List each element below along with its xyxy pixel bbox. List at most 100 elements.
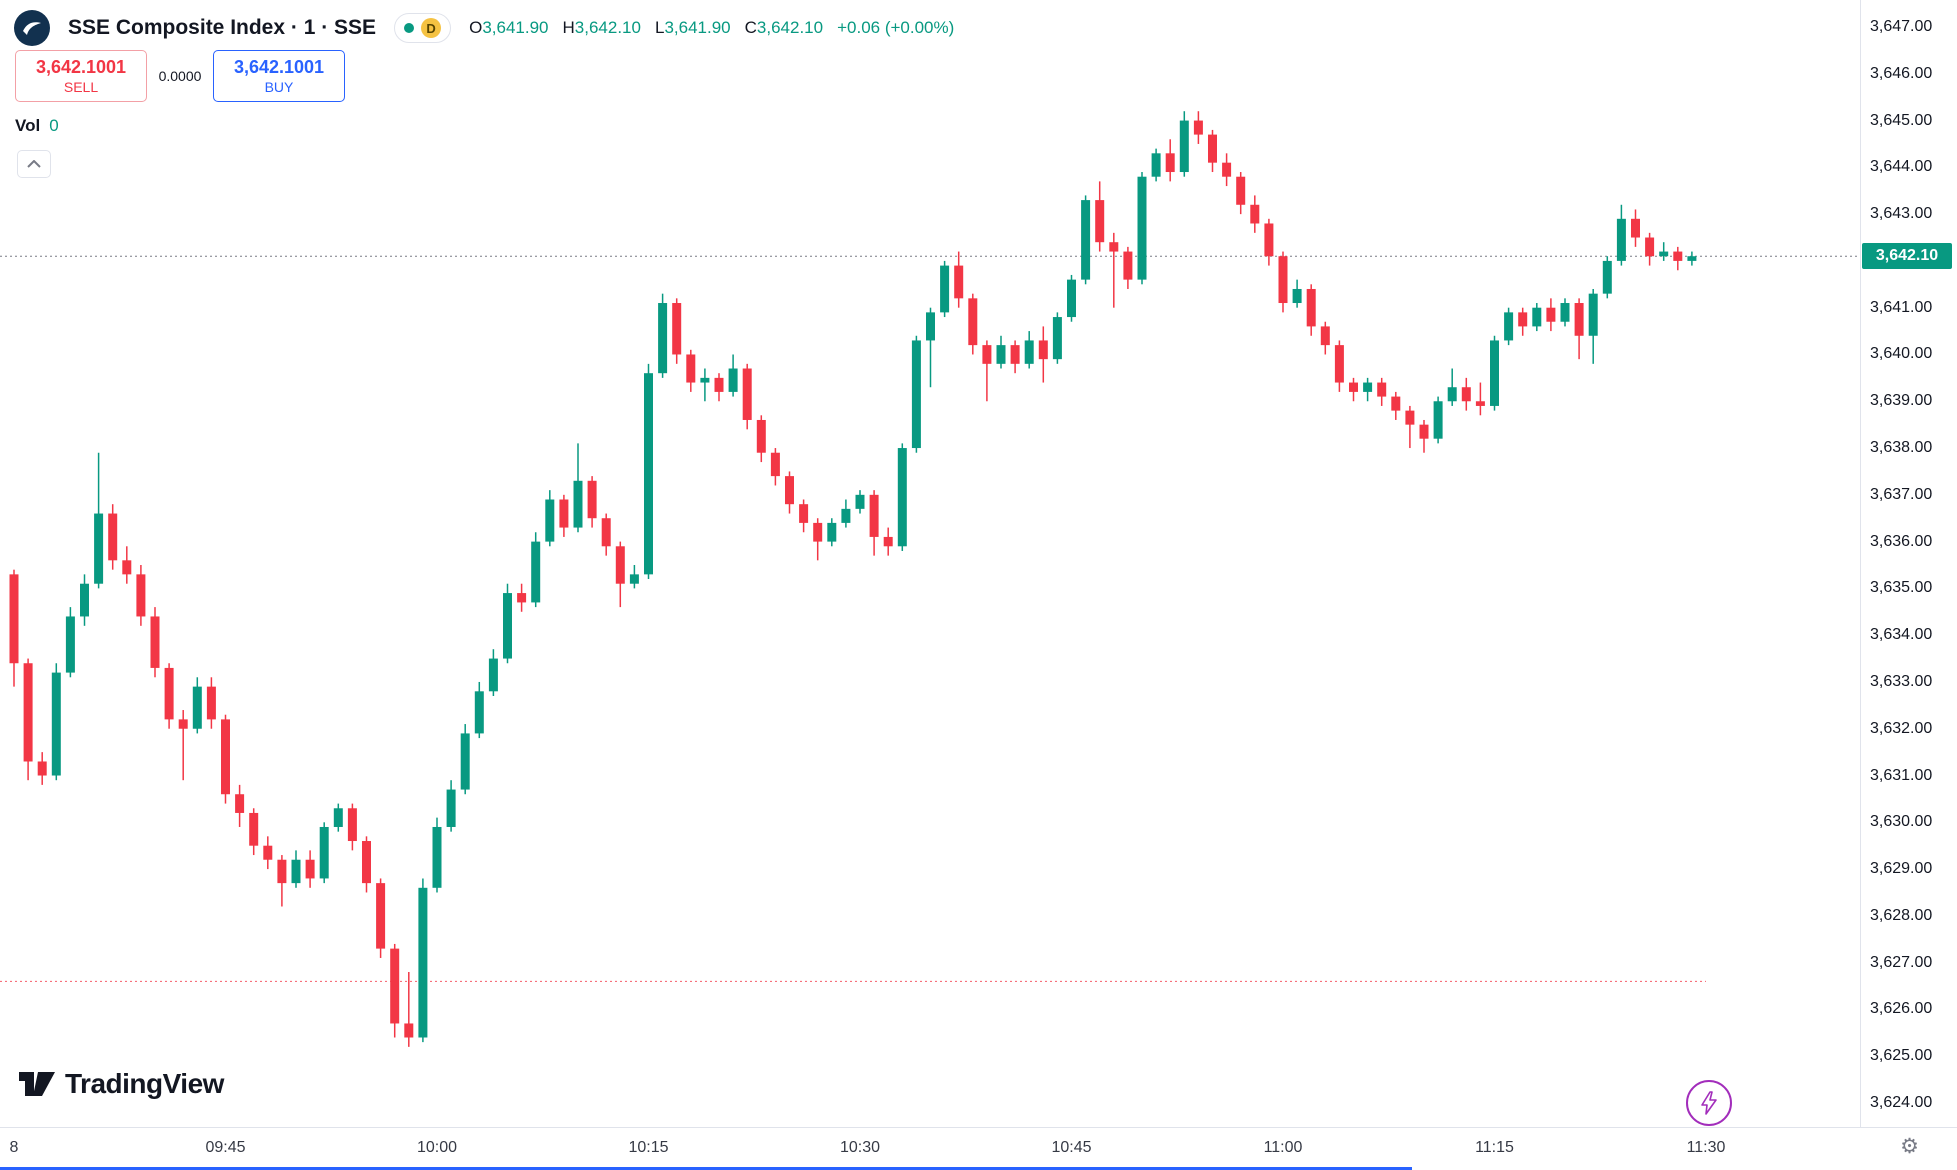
time-axis[interactable]: ⚙ 8 09:45 10:00 10:15 10:30 10:45 11:00 11:15 11… <box>0 1127 1957 1170</box>
candle-body-down <box>1320 326 1330 346</box>
bottom-progress-bar <box>0 1167 1412 1170</box>
candle-body-up <box>644 373 653 575</box>
candle-body-down <box>615 546 625 584</box>
candle-body-down <box>347 808 357 842</box>
candle-body-up <box>80 583 89 617</box>
candle-body-down <box>954 265 964 299</box>
price-axis-label: 3,625.00 <box>1870 1047 1933 1065</box>
candle-body-down <box>122 560 132 575</box>
candle-body-down <box>869 494 879 537</box>
buy-button[interactable]: 3,642.1001 BUY <box>213 50 345 102</box>
candle-body-down <box>714 377 724 392</box>
candle-body-down <box>1250 204 1260 224</box>
candle-body-down <box>813 522 823 542</box>
candle-body-down <box>1419 424 1429 439</box>
candle-body-up <box>460 733 470 790</box>
price-axis-label: 3,628.00 <box>1870 906 1933 924</box>
sell-button[interactable]: 3,642.1001 SELL <box>15 50 147 102</box>
candle-body-down <box>1306 288 1316 327</box>
candle-body-up <box>531 541 541 603</box>
price-axis-label: 3,639.00 <box>1870 392 1933 410</box>
candle-body-up <box>94 513 104 584</box>
time-axis-label: 11:00 <box>1263 1139 1303 1156</box>
candle-body-down <box>883 536 893 547</box>
high-value: 3,642.10 <box>574 18 641 37</box>
time-axis-label: 10:30 <box>839 1139 881 1156</box>
price-axis-label: 3,624.00 <box>1870 1094 1933 1111</box>
candle-body-up <box>1179 120 1189 173</box>
chevron-up-icon <box>27 160 41 168</box>
candle-body-down <box>1461 387 1471 402</box>
price-axis-label: 3,636.00 <box>1870 532 1933 550</box>
candle-body-down <box>206 686 216 720</box>
time-axis-label: 10:00 <box>416 1139 458 1156</box>
candle-body-up <box>1588 293 1598 336</box>
candle-body-up <box>996 345 1006 364</box>
candle-body-down <box>1264 223 1274 257</box>
price-axis-label: 3,643.00 <box>1870 205 1933 223</box>
candle-body-up <box>319 826 329 879</box>
candle-body-down <box>178 719 188 729</box>
candle-body-down <box>799 504 809 523</box>
candle-body-down <box>1236 176 1246 205</box>
candle-body-down <box>263 845 273 860</box>
candle-body-down <box>756 419 766 453</box>
price-axis-label: 3,627.00 <box>1870 953 1933 971</box>
candle-body-down <box>136 574 146 617</box>
instrument-logo <box>14 10 50 46</box>
candle-body-up <box>51 672 61 776</box>
candle-body-up <box>827 522 837 542</box>
candle-body-up <box>1504 312 1514 341</box>
price-axis-label: 3,631.00 <box>1870 766 1933 784</box>
candle-body-up <box>940 265 950 313</box>
sell-label: SELL <box>63 79 99 96</box>
candle-body-down <box>1631 218 1640 238</box>
candle-body-up <box>1292 288 1302 304</box>
candle-body-down <box>1391 396 1401 411</box>
delayed-data-badge[interactable]: D <box>421 18 442 38</box>
candle-body-down <box>277 859 287 884</box>
tradingview-mark-icon <box>19 1071 55 1097</box>
gear-icon[interactable]: ⚙ <box>1900 1135 1919 1158</box>
candle-body-down <box>37 761 47 776</box>
candle-body-down <box>1546 307 1556 322</box>
candle-body-down <box>235 794 245 813</box>
candle-body-down <box>1123 251 1133 280</box>
sell-price: 3,642.1001 <box>35 56 127 77</box>
candle-body-down <box>1334 345 1344 383</box>
volume-label: Vol <box>15 116 41 135</box>
candle-body-down <box>404 1023 414 1038</box>
candle-body-up <box>728 368 738 392</box>
candle-body-up <box>1081 200 1091 280</box>
candle-body-down <box>150 616 160 668</box>
candle-body-down <box>672 303 682 355</box>
price-axis-label: 3,637.00 <box>1870 485 1933 503</box>
candlestick-chart[interactable] <box>0 0 1860 1127</box>
buy-label: BUY <box>264 79 294 96</box>
candle-body-down <box>587 480 597 519</box>
symbol-title[interactable]: SSE Composite Index · 1 · SSE <box>68 16 377 39</box>
candle-body-up <box>855 494 865 509</box>
open-value: 3,641.90 <box>482 18 549 37</box>
price-axis-label: 3,632.00 <box>1870 719 1933 737</box>
candle-body-down <box>1475 401 1485 406</box>
candle-body-up <box>432 826 442 888</box>
candle-body-up <box>1433 401 1443 439</box>
candle-body-down <box>1377 382 1387 397</box>
volume-value: 0 <box>49 116 59 135</box>
price-axis[interactable]: 3,647.00 3,646.00 3,645.00 3,644.00 3,643.00… <box>1860 0 1957 1127</box>
price-axis-label: 3,629.00 <box>1870 860 1933 878</box>
candle-body-down <box>742 368 752 420</box>
candle-body-up <box>897 448 907 547</box>
time-axis-label: 10:15 <box>628 1139 669 1156</box>
collapse-legend-button[interactable] <box>17 150 51 178</box>
brand-logo[interactable]: TradingView <box>19 1068 224 1100</box>
close-value: 3,642.10 <box>756 18 824 37</box>
instant-execution-button[interactable] <box>1686 1080 1732 1126</box>
price-axis-label: 3,638.00 <box>1870 439 1933 457</box>
candle-body-up <box>545 499 555 542</box>
candle-body-up <box>629 574 639 584</box>
time-axis-label: 8 <box>9 1139 19 1156</box>
candle-body-down <box>1574 303 1584 336</box>
candle-body-down <box>785 476 794 505</box>
